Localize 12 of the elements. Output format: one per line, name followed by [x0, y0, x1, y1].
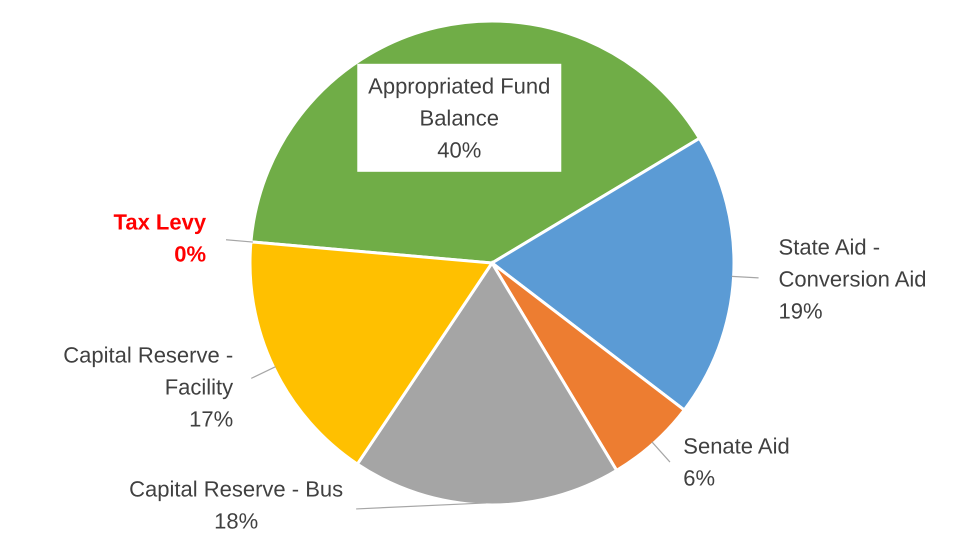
data-label: 19%: [778, 298, 823, 324]
slice-label: Capital Reserve - Bus: [129, 476, 344, 502]
slice-label: Senate Aid: [683, 433, 790, 458]
data-label: 40%: [437, 137, 482, 162]
slice-label: State Aid - Conversion Aid: [778, 234, 927, 292]
slice-label: Appropriated Fund Balance: [368, 73, 550, 130]
category-label: Tax Levy: [114, 209, 206, 234]
data-label: 17%: [189, 406, 234, 432]
data-label: 18%: [214, 508, 258, 534]
slice-label: Capital Reserve - Facility: [63, 342, 234, 400]
data-label: 6%: [683, 465, 716, 490]
text: 0%: [174, 241, 206, 266]
